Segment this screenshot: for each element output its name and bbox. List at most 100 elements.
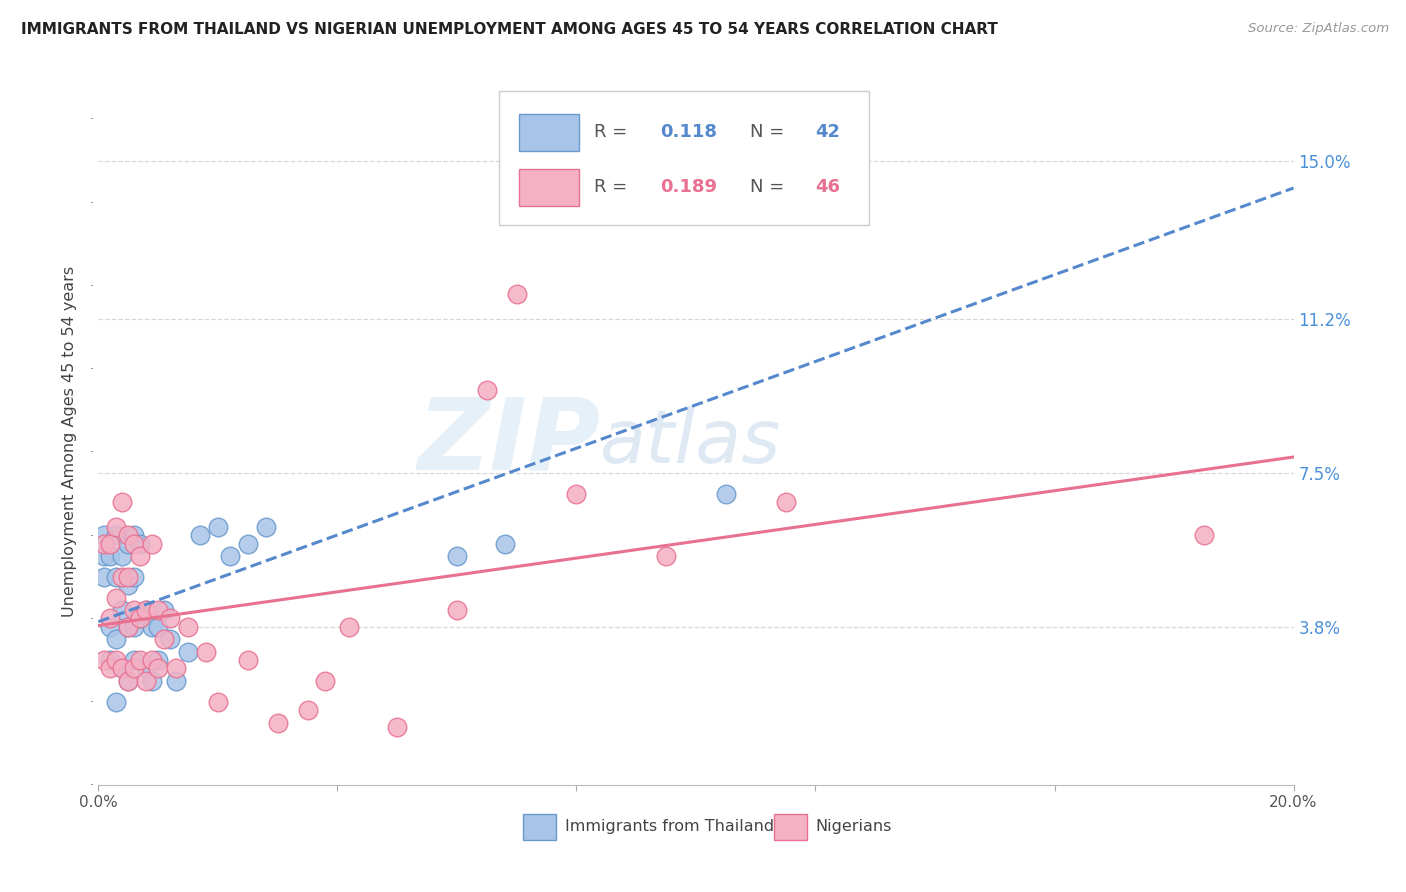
Point: [111, 495, 134, 509]
Point: [141, 673, 163, 688]
Point: [117, 570, 139, 584]
Point: [254, 520, 277, 534]
Point: [93, 549, 115, 563]
Text: R =: R =: [595, 178, 633, 196]
Point: [111, 570, 134, 584]
Text: atlas: atlas: [600, 406, 782, 477]
Point: [775, 495, 797, 509]
Text: 42: 42: [815, 123, 841, 142]
Text: R =: R =: [595, 123, 633, 142]
Point: [135, 673, 157, 688]
Point: [506, 286, 529, 301]
Point: [129, 653, 152, 667]
Point: [105, 653, 128, 667]
Point: [188, 528, 211, 542]
Point: [207, 520, 229, 534]
Point: [105, 632, 128, 647]
Point: [148, 620, 170, 634]
Point: [105, 520, 128, 534]
Point: [446, 603, 468, 617]
Point: [117, 620, 139, 634]
Point: [117, 536, 139, 550]
FancyBboxPatch shape: [519, 113, 579, 152]
Point: [93, 536, 115, 550]
Point: [165, 673, 187, 688]
Point: [117, 620, 139, 634]
Point: [714, 486, 737, 500]
Text: 46: 46: [815, 178, 841, 196]
Point: [93, 653, 115, 667]
Text: Immigrants from Thailand: Immigrants from Thailand: [565, 820, 773, 834]
Point: [124, 528, 146, 542]
Point: [129, 549, 152, 563]
Point: [267, 715, 290, 730]
Point: [135, 603, 157, 617]
FancyBboxPatch shape: [523, 814, 557, 840]
Point: [93, 528, 115, 542]
Point: [98, 611, 122, 625]
Point: [141, 653, 163, 667]
Point: [117, 673, 139, 688]
Point: [105, 528, 128, 542]
Y-axis label: Unemployment Among Ages 45 to 54 years: Unemployment Among Ages 45 to 54 years: [62, 266, 76, 617]
Point: [117, 578, 139, 592]
Point: [98, 549, 122, 563]
Point: [105, 591, 128, 605]
Point: [129, 611, 152, 625]
Point: [655, 549, 678, 563]
Point: [446, 549, 468, 563]
Text: N =: N =: [749, 178, 790, 196]
Point: [153, 603, 176, 617]
Point: [1192, 528, 1215, 542]
Text: N =: N =: [749, 123, 790, 142]
Point: [494, 536, 516, 550]
Point: [297, 703, 319, 717]
Point: [105, 570, 128, 584]
Point: [124, 661, 146, 675]
Text: Source: ZipAtlas.com: Source: ZipAtlas.com: [1249, 22, 1389, 36]
Text: IMMIGRANTS FROM THAILAND VS NIGERIAN UNEMPLOYMENT AMONG AGES 45 TO 54 YEARS CORR: IMMIGRANTS FROM THAILAND VS NIGERIAN UNE…: [21, 22, 998, 37]
Point: [385, 720, 409, 734]
Point: [153, 632, 176, 647]
Point: [124, 653, 146, 667]
Point: [135, 661, 157, 675]
Point: [159, 632, 181, 647]
Point: [219, 549, 242, 563]
Point: [177, 645, 200, 659]
Point: [141, 536, 163, 550]
Text: Nigerians: Nigerians: [815, 820, 891, 834]
FancyBboxPatch shape: [519, 169, 579, 206]
Text: 0.118: 0.118: [661, 123, 717, 142]
Point: [626, 203, 648, 218]
Text: 0.189: 0.189: [661, 178, 717, 196]
Point: [195, 645, 218, 659]
Point: [124, 603, 146, 617]
Point: [111, 603, 134, 617]
Point: [207, 695, 229, 709]
FancyBboxPatch shape: [773, 814, 807, 840]
Point: [111, 661, 134, 675]
Point: [159, 611, 181, 625]
Point: [98, 653, 122, 667]
Point: [129, 536, 152, 550]
Point: [148, 603, 170, 617]
Point: [111, 549, 134, 563]
Point: [111, 661, 134, 675]
Point: [339, 620, 361, 634]
Point: [148, 653, 170, 667]
Point: [148, 661, 170, 675]
Point: [105, 695, 128, 709]
Point: [315, 673, 337, 688]
Point: [177, 620, 200, 634]
Point: [565, 486, 588, 500]
Point: [124, 536, 146, 550]
Point: [141, 620, 163, 634]
Point: [124, 620, 146, 634]
Point: [98, 620, 122, 634]
Point: [93, 570, 115, 584]
Point: [165, 661, 187, 675]
Point: [124, 570, 146, 584]
Point: [98, 536, 122, 550]
Point: [98, 661, 122, 675]
Point: [236, 653, 259, 667]
